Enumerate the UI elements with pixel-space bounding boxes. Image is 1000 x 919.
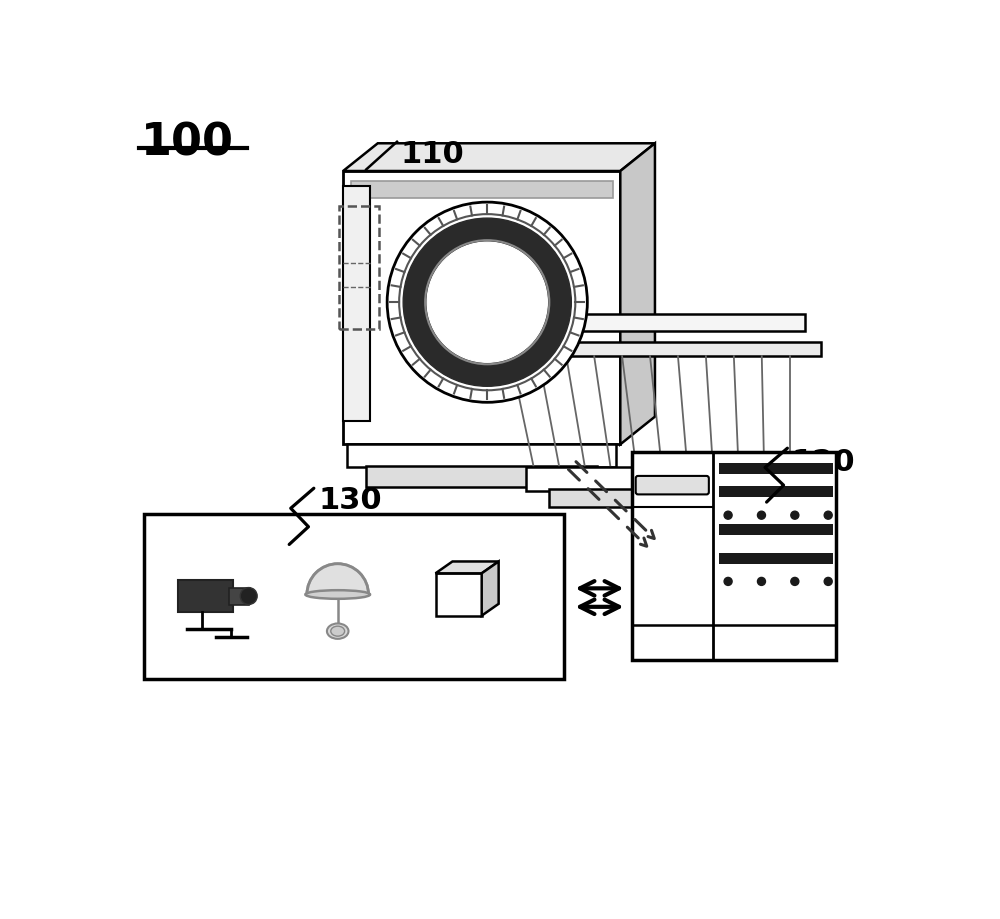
FancyArrowPatch shape: [568, 470, 647, 547]
FancyBboxPatch shape: [636, 476, 709, 494]
Circle shape: [403, 219, 571, 387]
Circle shape: [791, 512, 799, 519]
Bar: [229, 588, 249, 605]
Circle shape: [824, 512, 832, 519]
FancyArrowPatch shape: [576, 462, 654, 539]
Bar: [144, 514, 564, 679]
Polygon shape: [307, 564, 369, 595]
Bar: [178, 580, 233, 613]
Polygon shape: [620, 144, 655, 445]
Circle shape: [240, 588, 257, 605]
Bar: [480, 314, 805, 332]
Bar: [436, 573, 482, 616]
Circle shape: [824, 578, 832, 585]
Text: 110: 110: [401, 140, 465, 168]
Ellipse shape: [327, 624, 348, 639]
Bar: [366, 467, 597, 487]
Circle shape: [791, 578, 799, 585]
Circle shape: [724, 578, 732, 585]
Circle shape: [757, 512, 765, 519]
Bar: [719, 525, 833, 536]
Circle shape: [427, 243, 547, 363]
Circle shape: [387, 203, 587, 403]
Bar: [347, 445, 616, 468]
Bar: [719, 463, 833, 474]
Text: 100: 100: [141, 122, 234, 165]
Bar: [719, 553, 833, 564]
Text: 120: 120: [791, 448, 855, 476]
Bar: [719, 486, 833, 497]
Bar: [351, 182, 613, 199]
Bar: [632, 452, 836, 660]
Polygon shape: [343, 144, 655, 172]
Polygon shape: [482, 562, 499, 616]
Ellipse shape: [331, 627, 345, 637]
Bar: [549, 490, 759, 508]
Bar: [343, 172, 620, 445]
Bar: [503, 343, 820, 357]
Ellipse shape: [305, 591, 370, 599]
Polygon shape: [436, 562, 499, 573]
Bar: [526, 468, 782, 491]
Circle shape: [757, 578, 765, 585]
Text: 130: 130: [318, 485, 382, 515]
Bar: [343, 187, 370, 422]
Bar: [339, 207, 379, 330]
Circle shape: [724, 512, 732, 519]
